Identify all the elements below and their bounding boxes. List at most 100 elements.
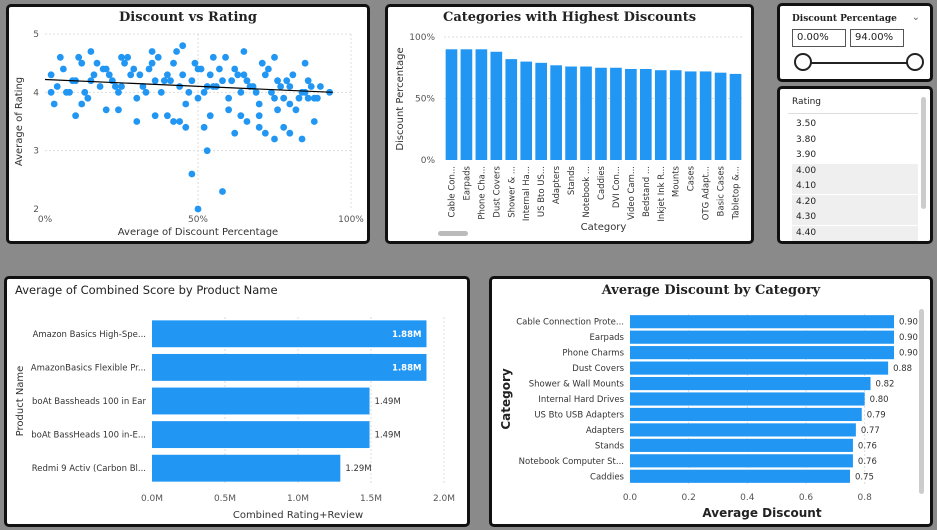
data-label: 1.88M <box>392 330 421 340</box>
avg-chart[interactable]: 0.0 0.2 0.4 0.6 0.8 Cable Connection Prote...… <box>492 279 930 524</box>
data-point <box>105 71 113 79</box>
data-point <box>182 100 190 108</box>
data-point <box>191 59 199 67</box>
data-point <box>63 88 70 96</box>
data-point <box>194 94 202 102</box>
data-point <box>194 205 202 213</box>
bar <box>505 59 518 160</box>
rating-option[interactable]: 4.00 <box>792 163 918 179</box>
y-axis-label: Product Name <box>15 366 26 437</box>
data-point <box>96 83 104 90</box>
data-label: 0.82 <box>876 380 895 390</box>
avg-scrollbar[interactable] <box>919 309 924 494</box>
slicer-max-input[interactable]: 94.00% <box>850 29 904 47</box>
y-tick-label: 50% <box>415 95 435 105</box>
category-tick-label: Redmi 9 Activ (Carbon Bl... <box>32 464 146 474</box>
data-point <box>307 83 315 90</box>
category-tick-label: Notebook ... <box>582 166 592 218</box>
data-point <box>160 77 168 85</box>
rating-option[interactable]: 4.20 <box>792 194 918 210</box>
data-point <box>197 65 205 73</box>
data-point <box>139 83 147 90</box>
data-point <box>154 53 162 61</box>
data-point <box>75 53 83 61</box>
bar <box>580 66 592 160</box>
data-point <box>280 94 288 102</box>
category-tick-label: Amazon Basics High-Spe... <box>33 330 146 340</box>
slicer-min-handle[interactable] <box>794 53 812 71</box>
data-label: 0.76 <box>858 457 877 467</box>
data-point <box>148 59 156 67</box>
bar <box>445 49 458 160</box>
category-tick-label: boAt BassHeads 100 in-E... <box>31 431 146 441</box>
data-point <box>176 118 184 125</box>
bar <box>535 62 548 160</box>
data-label: 1.49M <box>375 431 401 441</box>
bar <box>630 376 871 391</box>
rating-option[interactable]: 3.90 <box>796 150 817 160</box>
bar <box>550 65 562 160</box>
bar <box>152 421 370 449</box>
data-point <box>243 77 251 85</box>
rating-slicer[interactable]: Rating 3.50 3.80 3.90 4.00 4.10 4.20 4.30 4.40 <box>777 86 933 244</box>
combined-panel[interactable]: Average of Combined Score by Product Nam… <box>4 276 470 527</box>
data-point <box>90 71 98 79</box>
category-tick-label: OTG Adapt... <box>702 166 712 220</box>
x-tick-label: 0% <box>38 215 53 225</box>
data-point <box>280 123 288 131</box>
category-tick-label: Dust Covers <box>572 364 624 374</box>
rating-option[interactable]: 4.10 <box>792 179 918 194</box>
x-axis-label: Average of Discount Percentage <box>118 227 278 238</box>
data-point <box>286 83 294 90</box>
data-point <box>81 88 89 96</box>
category-tick-label: Mounts <box>672 165 682 197</box>
category-tick-label: Cable Con... <box>447 166 457 217</box>
bar <box>630 469 850 483</box>
data-point <box>225 94 233 102</box>
rating-option[interactable]: 3.80 <box>796 134 817 145</box>
category-tick-label: AmazonBasics Flexible Pr... <box>31 363 146 373</box>
category-panel[interactable]: Categories with Highest Discounts 0% 50% 1… <box>385 4 754 244</box>
category-title: Categories with Highest Discounts <box>442 10 697 25</box>
rating-scrollbar[interactable] <box>921 97 926 209</box>
slicer-max-handle[interactable] <box>906 53 924 71</box>
data-point <box>209 53 217 61</box>
data-label: 0.90 <box>899 318 918 328</box>
data-point <box>292 106 300 114</box>
slicer-track[interactable] <box>804 62 914 64</box>
category-tick-label: Basic Cases <box>717 165 727 216</box>
data-point <box>136 71 144 79</box>
data-point <box>182 123 190 131</box>
bar <box>630 330 894 344</box>
category-tick-label: Stands <box>567 165 577 195</box>
avg-discount-panel[interactable]: Average Discount by Category 0.0 0.2 0.4 0.… <box>489 276 933 527</box>
bar <box>490 51 503 161</box>
rating-option[interactable]: 4.40 <box>792 225 918 241</box>
discount-slicer[interactable]: Discount Percentage ⌄ 0.00% 94.00% <box>777 3 933 82</box>
data-point <box>274 106 281 114</box>
data-point <box>87 48 95 55</box>
bar <box>630 392 865 406</box>
scatter-panel[interactable]: Discount vs Rating 0% 50% 100% 2 3 4 5 Average … <box>6 4 370 244</box>
data-point <box>271 135 278 143</box>
data-point <box>216 65 223 73</box>
bar <box>630 438 853 452</box>
data-point <box>179 42 187 50</box>
category-tick-label: boAt Bassheads 100 in Ear <box>32 397 147 407</box>
rating-option[interactable]: 4.30 <box>792 210 918 225</box>
scatter-chart[interactable]: 0% 50% 100% 2 3 4 5 Average of Discount Percent… <box>9 7 367 241</box>
category-tick-label: Tabletop &... <box>732 166 742 220</box>
horizontal-scrollbar[interactable] <box>438 231 468 236</box>
data-point <box>72 112 79 120</box>
data-point <box>130 65 138 73</box>
data-point <box>231 129 239 137</box>
bar <box>639 68 652 160</box>
combined-chart[interactable]: 0.0M 0.5M 1.0M 1.5M 2.0M Amazon Basics High-S… <box>7 279 467 524</box>
data-label: 0.90 <box>899 349 918 359</box>
slicer-min-input[interactable]: 0.00% <box>792 29 846 47</box>
category-tick-label: US Bto USB Adapters <box>534 410 624 420</box>
chevron-down-icon[interactable]: ⌄ <box>911 12 920 23</box>
category-chart[interactable]: 0% 50% 100% Cable Con... Earpads Phone Cha...… <box>388 7 751 241</box>
rating-option[interactable]: 3.50 <box>796 119 817 129</box>
data-point <box>200 88 208 96</box>
